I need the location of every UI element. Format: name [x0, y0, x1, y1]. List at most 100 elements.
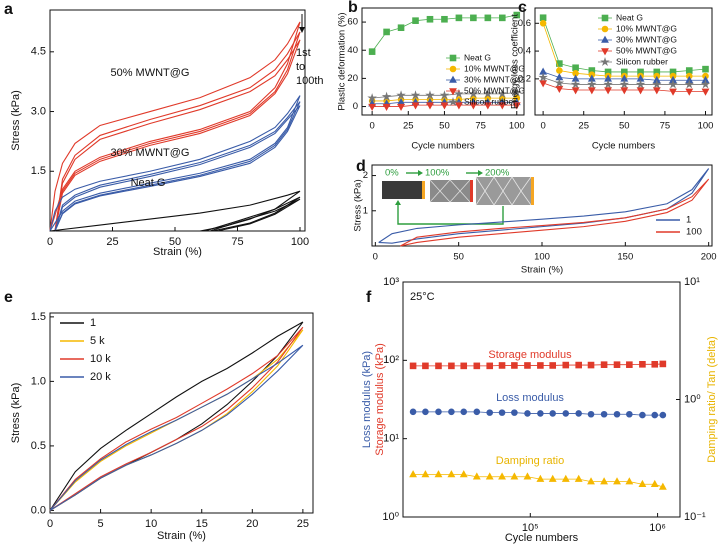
legend-label: 1 — [686, 215, 691, 226]
y-axis-label: Energy loss coefficient — [510, 14, 521, 109]
x-tick-label: 100 — [698, 121, 714, 132]
panel-label: b — [348, 0, 358, 16]
x-tick-label: 200 — [701, 252, 717, 263]
arrow — [299, 14, 305, 33]
plot-frame — [361, 7, 525, 116]
panel-label: a — [4, 1, 13, 18]
marker — [440, 102, 449, 110]
marker — [524, 410, 531, 417]
y-tick-label: 0.6 — [518, 18, 531, 29]
x-tick-label: 50 — [439, 121, 450, 132]
y-tick-label: 1.5 — [31, 165, 46, 177]
marker — [570, 79, 581, 89]
marker — [434, 470, 443, 478]
x-tick-label: 100 — [291, 236, 309, 248]
legend-label: Silicon rubber — [616, 56, 668, 66]
marker — [652, 79, 662, 89]
marker — [439, 90, 450, 100]
x-tick-label: 0 — [540, 121, 545, 132]
marker — [368, 48, 376, 55]
marker — [409, 408, 417, 416]
marker — [561, 474, 570, 482]
legend-marker — [449, 54, 457, 62]
y-tick-label: 20 — [347, 73, 358, 84]
legend-marker — [601, 48, 609, 56]
x-tick-label: 150 — [617, 252, 633, 263]
x-tick-label: 10⁵ — [522, 522, 539, 534]
y-tick-label: 10⁰ — [382, 511, 399, 523]
x-tick-label: 25 — [403, 121, 414, 132]
series-line — [49, 95, 301, 232]
marker — [454, 88, 464, 98]
marker — [441, 15, 448, 23]
y-tick-label: 60 — [347, 17, 358, 28]
series-line — [209, 198, 301, 232]
y-tick-label: 0.2 — [518, 73, 531, 84]
marker — [512, 102, 521, 110]
marker — [473, 362, 481, 370]
marker — [659, 360, 667, 368]
series-line — [204, 196, 301, 232]
legend-label: 50% MWNT@G — [464, 85, 525, 95]
marker — [412, 17, 419, 24]
annotation: 30% MWNT@G — [110, 147, 189, 159]
series-line — [378, 168, 710, 244]
marker — [447, 470, 456, 478]
x-tick-label: 25 — [578, 121, 589, 132]
marker — [511, 362, 518, 369]
series-line — [54, 31, 301, 232]
marker — [397, 24, 405, 32]
marker — [460, 408, 468, 416]
x-tick-label: 75 — [660, 121, 671, 132]
y-axis-label: Storage modulus (kPa) — [374, 343, 386, 456]
marker — [426, 15, 434, 23]
x-axis-label: Cycle numbers — [505, 532, 579, 544]
marker — [468, 88, 479, 98]
marker — [539, 19, 547, 27]
marker — [702, 65, 709, 73]
marker — [538, 72, 548, 82]
x-tick-label: 25 — [106, 236, 118, 248]
marker — [613, 410, 621, 418]
marker — [587, 79, 597, 89]
legend-marker — [601, 25, 609, 33]
x-tick-label: 75 — [475, 121, 486, 132]
marker — [556, 67, 563, 74]
series-line — [400, 178, 710, 247]
x-axis-label: Strain (%) — [153, 246, 202, 258]
marker — [639, 411, 646, 419]
annotation: 1st — [296, 47, 311, 59]
x-axis-label: Cycle numbers — [411, 141, 475, 152]
marker — [498, 362, 506, 369]
plot-frame — [49, 312, 314, 514]
y-tick-label: 1 — [363, 205, 368, 216]
marker — [613, 477, 621, 485]
x-tick-label: 50 — [619, 121, 630, 132]
marker — [435, 408, 442, 416]
marker — [620, 87, 629, 95]
panel-label: c — [518, 0, 527, 16]
marker — [460, 362, 468, 370]
y-axis-label: Loss modulus (kPa) — [361, 351, 373, 448]
x-tick-label: 0 — [47, 236, 53, 248]
x-tick-label: 0 — [47, 518, 53, 530]
marker — [470, 14, 477, 22]
series-line — [54, 39, 301, 232]
marker — [600, 410, 608, 418]
marker — [382, 103, 391, 111]
inset-photos — [382, 170, 534, 225]
legend-label: 30% MWNT@G — [616, 34, 677, 44]
marker — [455, 14, 463, 22]
y-tick-label: 0.4 — [518, 46, 531, 57]
annotation: 100th — [296, 75, 324, 87]
x-tick-label: 25 — [297, 518, 309, 530]
series-line — [49, 344, 304, 511]
panel-label: d — [356, 158, 366, 175]
marker — [497, 88, 508, 98]
marker — [511, 87, 522, 97]
marker — [604, 87, 612, 95]
marker — [572, 64, 579, 72]
marker — [587, 477, 595, 485]
